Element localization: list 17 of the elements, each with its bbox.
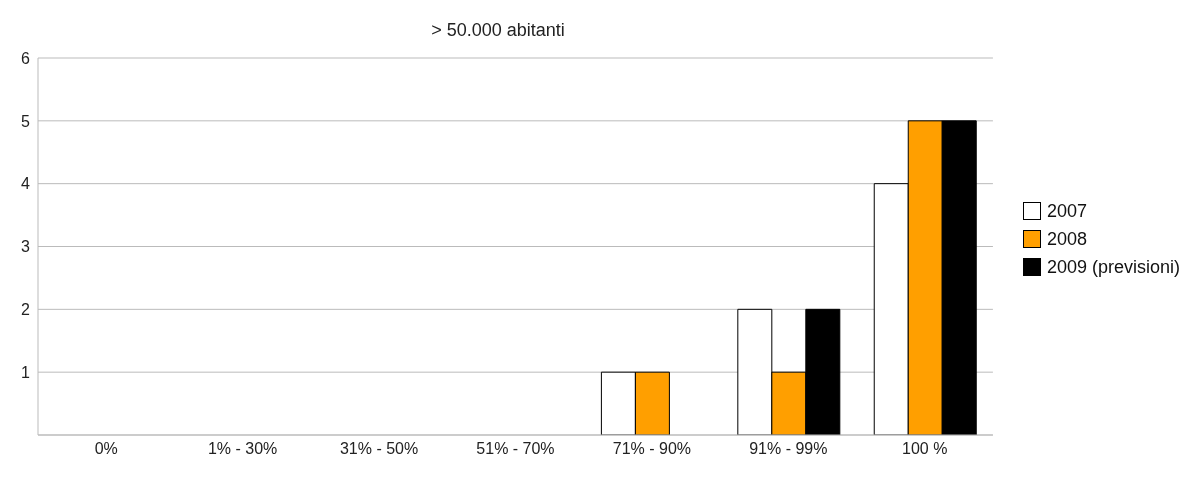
legend-label: 2008 (1046, 227, 1087, 250)
y-tick-label: 1 (21, 363, 31, 381)
chart-title: > 50.000 abitanti (430, 20, 566, 41)
y-tick-label: 5 (21, 112, 31, 130)
y-tick-label: 2 (21, 301, 31, 319)
y-tick-label: 6 (21, 49, 31, 67)
x-tick-label: 100 % (902, 440, 948, 458)
y-tick-label: 3 (21, 238, 31, 256)
x-tick-label: 51% - 70% (476, 440, 555, 458)
x-tick-label: 31% - 50% (339, 440, 419, 458)
x-tick-label: 0% (94, 440, 118, 458)
legend-label: 2009 (previsioni) (1046, 255, 1180, 278)
y-tick-label: 4 (21, 175, 31, 193)
x-tick-label: 91% - 99% (749, 440, 828, 458)
x-tick-label: 71% - 90% (612, 440, 692, 458)
legend-label: 2007 (1046, 199, 1087, 222)
x-tick-label: 1% - 30% (207, 440, 278, 458)
